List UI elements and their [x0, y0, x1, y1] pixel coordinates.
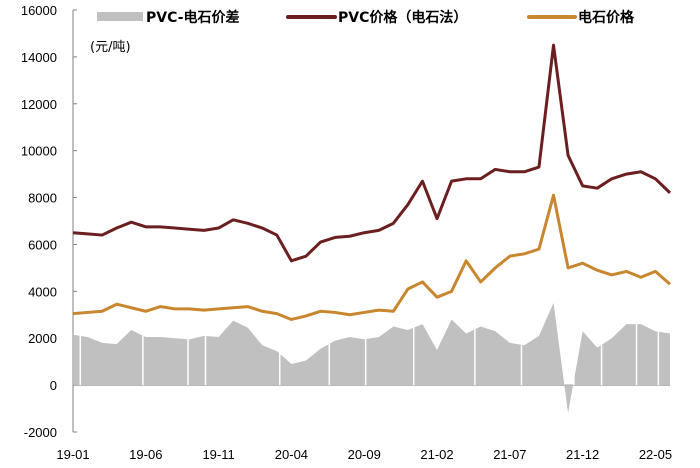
y-tick-label: 14000: [21, 50, 57, 65]
x-tick-label: 20-04: [275, 447, 308, 462]
y-tick-label: 2000: [28, 331, 57, 346]
y-tick-label: 10000: [21, 144, 57, 159]
x-tick-label: 21-02: [420, 447, 453, 462]
y-tick-label: 6000: [28, 237, 57, 252]
series-line: [72, 193, 671, 321]
legend-label-pvc: PVC价格（电石法）: [338, 9, 467, 26]
x-tick-label: 19-01: [56, 447, 89, 462]
x-axis: 19-01 19-06 19-11 20-04 20-09 21-02 21-07 21-12…: [56, 381, 672, 462]
spread-area: [73, 300, 670, 414]
y-axis: 16000 14000 12000 10000 8000 6000 4000 2000 0 -20…: [21, 3, 77, 440]
legend-label-spread: PVC-电石价差: [146, 9, 240, 26]
x-tick-label: 19-11: [202, 447, 234, 462]
y-tick-label: 8000: [28, 191, 57, 206]
y-tick-label: 12000: [21, 97, 57, 112]
unit-label: (元/吨): [90, 40, 131, 55]
series-line: [72, 43, 672, 263]
x-tick-label: 21-07: [493, 447, 526, 462]
y-tick-label: 16000: [21, 3, 57, 18]
x-tick-label: 20-09: [348, 447, 381, 462]
legend: PVC-电石价差 PVC价格（电石法） 电石价格: [97, 9, 635, 26]
x-tick-label: 21-12: [566, 447, 599, 462]
legend-swatch-spread: [97, 12, 143, 21]
x-tick-label: 19-06: [129, 447, 162, 462]
y-tick-label: 0: [50, 378, 57, 393]
y-tick-label: -2000: [24, 425, 57, 440]
price-lines: [72, 43, 672, 321]
legend-label-carbide: 电石价格: [578, 9, 635, 26]
x-tick-label: 22-05: [639, 447, 672, 462]
y-tick-label: 4000: [28, 284, 57, 299]
